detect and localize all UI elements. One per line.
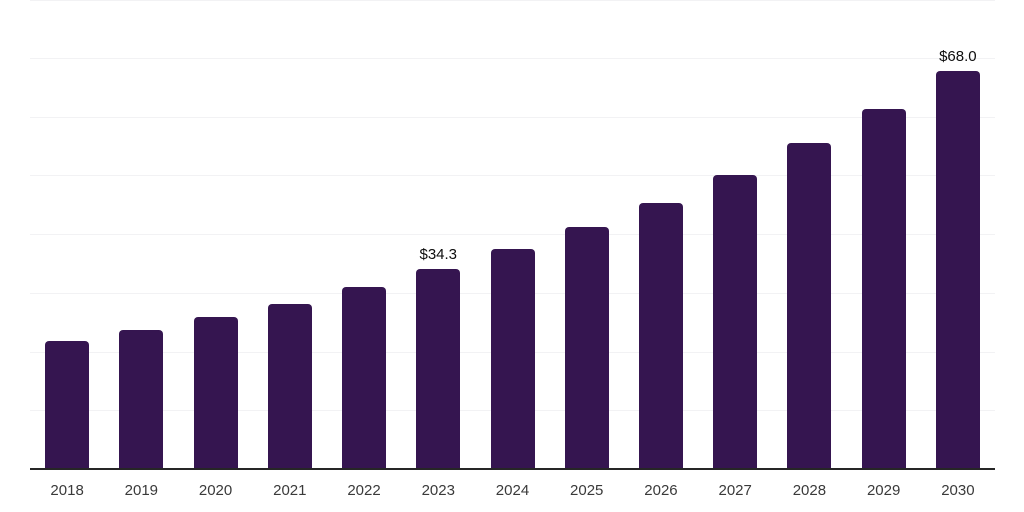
x-tick-label-2019: 2019 (124, 482, 159, 499)
x-tick-label-2020: 2020 (198, 482, 233, 499)
x-tick-label-2021: 2021 (273, 482, 307, 499)
bar-2028 (787, 143, 832, 470)
bar-2023 (416, 268, 461, 470)
bar-2024 (490, 249, 535, 470)
bar-2018 (45, 340, 90, 470)
plot-area: $34.3 $68.0 (30, 0, 995, 470)
bar-value-label-2030: $68.0 (939, 47, 977, 65)
x-tick-label-2027: 2027 (718, 482, 752, 499)
bar-2026 (638, 202, 683, 470)
x-tick-label-2023: 2023 (421, 482, 455, 499)
x-tick-label-2024: 2024 (495, 482, 530, 499)
x-tick-label-2029: 2029 (866, 482, 901, 499)
x-tick-label-2026: 2026 (644, 482, 678, 499)
x-tick-label-2018: 2018 (50, 482, 84, 499)
bar-2019 (119, 330, 164, 470)
bar-2030 (935, 70, 980, 470)
x-axis-line (30, 468, 995, 470)
bar-2022 (342, 287, 387, 470)
bar-2027 (713, 174, 758, 470)
gridline-40 (30, 234, 995, 235)
x-tick-label-2030: 2030 (941, 482, 975, 499)
bar-value-label-2023: $34.3 (419, 245, 458, 263)
x-tick-label-2022: 2022 (347, 482, 381, 499)
x-tick-label-2028: 2028 (792, 482, 827, 499)
gridline-50 (30, 175, 995, 177)
gridline-60 (30, 116, 995, 118)
gridline-80 (30, 0, 995, 1)
bar-2021 (267, 303, 312, 470)
gridline-70 (30, 57, 995, 59)
bar-2029 (861, 108, 906, 470)
bar-2025 (564, 226, 609, 470)
x-tick-label-2025: 2025 (570, 482, 604, 499)
bar-2020 (193, 317, 238, 470)
x-axis-tick-labels: 2018 2019 2020 2021 2022 2023 2024 2025 2026 2027… (30, 481, 995, 503)
